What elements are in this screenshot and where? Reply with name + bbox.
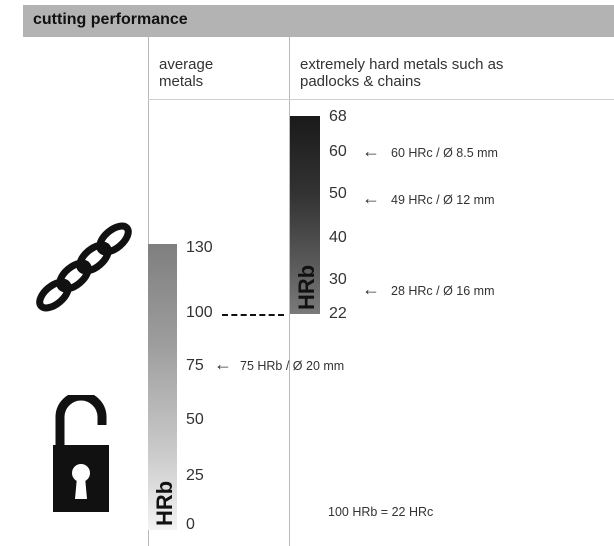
section-title: cutting performance [33, 11, 188, 28]
average-metals-scale-bar [148, 244, 177, 530]
hard-tick-68: 68 [329, 108, 347, 125]
column-header-hard-line2: padlocks & chains [300, 73, 421, 90]
padlock-icon [53, 395, 109, 512]
chain-icon [36, 222, 132, 312]
column-header-hard-line1: extremely hard metals such as [300, 56, 504, 73]
arrow-left-icon: ← [362, 279, 380, 299]
header-row-divider [148, 99, 614, 100]
arrow-left-icon: ← [362, 188, 380, 208]
column-header-average-line2: metals [159, 73, 204, 90]
hard-marker-60: 60 HRc / Ø 8.5 mm [391, 146, 498, 160]
average-tick-25: 25 [186, 467, 204, 484]
average-tick-75: 75 [186, 357, 204, 374]
column-divider-right [289, 37, 290, 546]
hard-tick-60: 60 [329, 143, 347, 160]
average-tick-130: 130 [186, 239, 213, 256]
hard-marker-28: 28 HRc / Ø 16 mm [391, 284, 495, 298]
column-header-average-line1: average [159, 56, 214, 73]
column-header-hard: extremely hard metals such as padlocks &… [300, 56, 503, 90]
arrow-left-icon: ← [362, 141, 380, 161]
hard-tick-40: 40 [329, 229, 347, 246]
hard-tick-30: 30 [329, 271, 347, 288]
average-tick-0: 0 [186, 516, 195, 533]
conversion-dashed-line [222, 314, 284, 316]
average-scale-unit-label: HRb [152, 480, 177, 526]
average-tick-50: 50 [186, 411, 204, 428]
hard-marker-49: 49 HRc / Ø 12 mm [391, 193, 495, 207]
arrow-left-icon: ← [214, 354, 232, 374]
average-marker-label: 75 HRb / Ø 20 mm [240, 359, 345, 373]
hard-scale-unit-label: HRb [294, 264, 319, 310]
column-header-average: average metals [159, 56, 213, 90]
hard-metals-scale-bar [290, 116, 320, 314]
hard-tick-22: 22 [329, 305, 347, 322]
hard-tick-50: 50 [329, 185, 347, 202]
conversion-footnote: 100 HRb = 22 HRc [328, 505, 434, 519]
average-tick-100: 100 [186, 304, 213, 321]
section-header: cutting performance [23, 5, 614, 37]
